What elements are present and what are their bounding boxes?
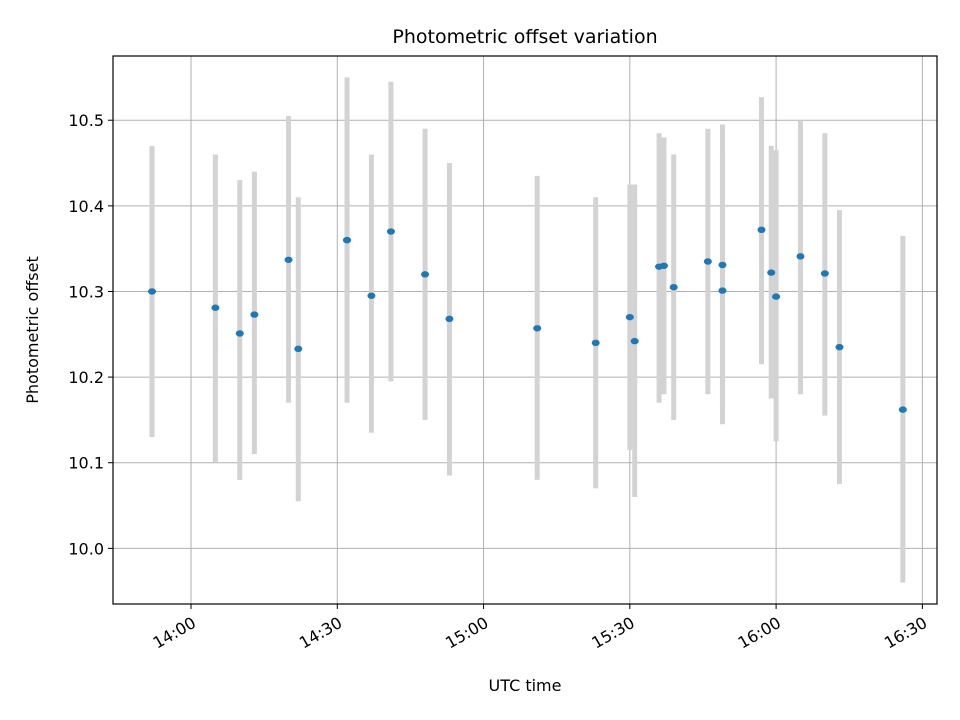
data-point [445, 316, 453, 322]
data-point [148, 288, 156, 294]
data-point [670, 284, 678, 290]
data-point [421, 271, 429, 277]
data-point [533, 325, 541, 331]
y-tick-label: 10.1 [68, 454, 104, 473]
chart-title: Photometric offset variation [392, 26, 657, 48]
y-tick-label: 10.0 [68, 539, 104, 558]
data-point [387, 228, 395, 234]
y-tick-label: 10.2 [68, 368, 104, 387]
data-point [294, 346, 302, 352]
figure-background [0, 0, 960, 720]
chart: Photometric offset variation 14:00 14:30 1… [0, 0, 960, 720]
data-point [757, 227, 765, 233]
data-point [660, 263, 668, 269]
data-point [821, 270, 829, 276]
data-point [704, 258, 712, 264]
data-point [835, 344, 843, 350]
data-point [772, 293, 780, 299]
data-point [626, 314, 634, 320]
data-point [631, 338, 639, 344]
data-point [343, 237, 351, 243]
data-point [250, 311, 258, 317]
data-point [899, 406, 907, 412]
data-point [367, 293, 375, 299]
y-axis-label: Photometric offset [23, 256, 42, 404]
y-tick-label: 10.5 [68, 111, 104, 130]
data-point [211, 305, 219, 311]
data-point [767, 269, 775, 275]
data-point [592, 340, 600, 346]
data-point [718, 262, 726, 268]
data-point [236, 330, 244, 336]
data-point [285, 257, 293, 263]
data-point [718, 287, 726, 293]
data-point [796, 253, 804, 259]
x-axis-label: UTC time [489, 676, 562, 695]
y-tick-label: 10.4 [68, 197, 104, 216]
y-tick-label: 10.3 [68, 282, 104, 301]
